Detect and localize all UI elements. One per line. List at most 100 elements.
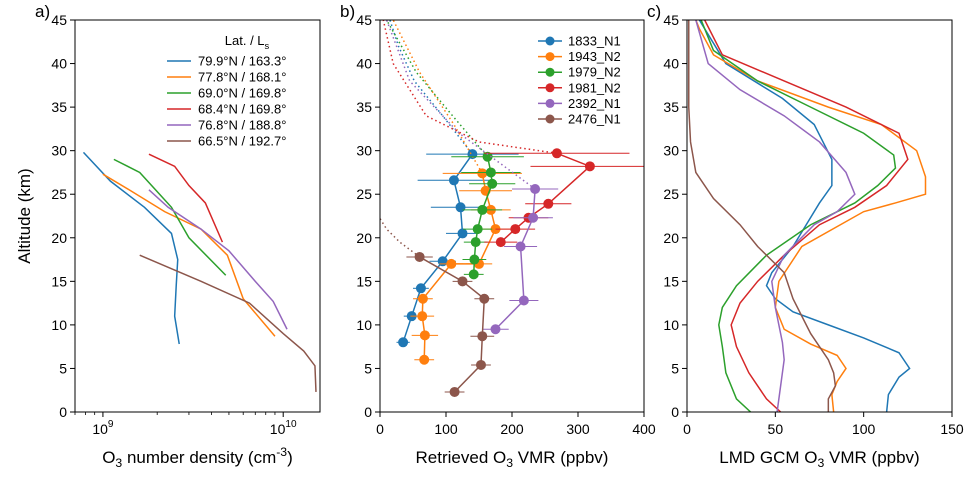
y-tick-label: 40 <box>663 56 679 72</box>
y-tick-label: 0 <box>671 404 679 420</box>
series-line <box>148 189 288 330</box>
data-point <box>415 283 426 294</box>
series-line <box>421 173 497 360</box>
legend-label: 66.5°N / 192.7° <box>198 134 286 149</box>
legend-label: 68.4°N / 169.8° <box>198 102 286 117</box>
data-point <box>510 224 521 235</box>
plot-area <box>688 20 927 412</box>
data-point <box>482 151 493 162</box>
y-tick-label: 20 <box>663 230 679 246</box>
y-tick-label: 5 <box>671 360 679 376</box>
data-point <box>472 224 483 235</box>
x-axis-label: LMD GCM O3 VMR (ppbv) <box>719 448 919 470</box>
y-tick-label: 40 <box>51 56 67 72</box>
y-tick-label: 25 <box>663 186 679 202</box>
legend-label: 79.9°N / 163.3° <box>198 54 286 69</box>
series-line <box>688 20 837 412</box>
y-tick-label: 25 <box>51 186 67 202</box>
data-point <box>457 228 468 239</box>
data-point <box>417 311 428 322</box>
series-extension-line <box>385 20 536 190</box>
y-tick-label: 45 <box>356 12 372 28</box>
plot-area <box>82 151 317 392</box>
y-tick-label: 35 <box>356 99 372 115</box>
series-line <box>148 153 224 243</box>
data-point <box>477 204 488 215</box>
series-line <box>113 158 227 276</box>
data-point <box>543 198 554 209</box>
data-point <box>417 293 428 304</box>
legend-marker <box>545 114 555 124</box>
series-line <box>102 173 276 337</box>
data-point <box>457 276 468 287</box>
y-tick-label: 5 <box>364 360 372 376</box>
y-tick-label: 40 <box>356 56 372 72</box>
data-point <box>515 241 526 252</box>
x-tick-label: 400 <box>632 421 656 437</box>
data-point <box>495 237 506 248</box>
data-point <box>551 148 562 159</box>
data-point <box>470 237 481 248</box>
x-tick-label: 150 <box>940 421 964 437</box>
series-line <box>698 20 911 412</box>
series-extension-line <box>380 218 421 258</box>
x-tick-label: 0 <box>376 421 384 437</box>
y-tick-label: 30 <box>356 143 372 159</box>
panel-label: a) <box>35 2 50 21</box>
series-line <box>695 20 856 412</box>
legend-label: 77.8°N / 168.1° <box>198 70 286 85</box>
legend-label: 76.8°N / 188.8° <box>198 118 286 133</box>
axes-frame <box>379 19 645 413</box>
y-tick-label: 10 <box>663 317 679 333</box>
x-tick-label: 300 <box>566 421 590 437</box>
data-point <box>584 161 595 172</box>
y-tick-label: 0 <box>59 404 67 420</box>
legend-marker <box>545 83 555 93</box>
legend-label: 1979_N2 <box>568 65 621 80</box>
x-tick-label: 100 <box>852 421 876 437</box>
x-tick-label: 109 <box>92 419 114 437</box>
data-point <box>477 331 488 342</box>
panel-label: c) <box>647 2 661 21</box>
plot-area <box>380 20 644 397</box>
data-point <box>398 337 409 348</box>
data-point <box>479 293 490 304</box>
panel-c-chart: 0 5 10 15 20 25 30 35 40 45 0 50 100 150 c) LMD GCM O3 … <box>647 2 964 470</box>
data-point <box>469 254 480 265</box>
data-point <box>437 256 448 267</box>
x-tick-label: 200 <box>500 421 524 437</box>
data-point <box>468 269 479 280</box>
axes-frame <box>686 19 953 413</box>
legend-marker <box>545 67 555 77</box>
data-point <box>419 354 430 365</box>
data-point <box>449 386 460 397</box>
legend-label: 2476_N1 <box>568 112 621 127</box>
data-point <box>477 168 488 179</box>
legend-label: 1981_N2 <box>568 80 621 95</box>
y-tick-label: 20 <box>356 230 372 246</box>
y-tick-label: 15 <box>663 273 679 289</box>
y-tick-label: 30 <box>51 143 67 159</box>
y-tick-label: 35 <box>663 99 679 115</box>
axes-frame <box>74 19 321 413</box>
x-axis-label: O3 number density (cm-3) <box>102 445 293 470</box>
x-tick-label: 1010 <box>270 419 297 437</box>
series-line <box>82 151 180 345</box>
legend-marker <box>545 52 555 62</box>
y-tick-label: 10 <box>356 317 372 333</box>
legend-label: 2392_N1 <box>568 96 621 111</box>
x-tick-label: 50 <box>768 421 784 437</box>
legend-title: Lat. / Ls <box>225 33 270 51</box>
data-point <box>446 258 457 269</box>
panel-b-chart: 0 5 10 15 20 25 30 35 40 45 0 100 200 300 400 b) Retriev… <box>340 2 656 470</box>
x-tick-label: 0 <box>683 421 691 437</box>
data-point <box>487 178 498 189</box>
data-point <box>419 330 430 341</box>
legend-label: 1943_N2 <box>568 49 621 64</box>
series-line <box>695 20 927 412</box>
y-tick-label: 15 <box>356 273 372 289</box>
series-extension-line <box>385 20 489 158</box>
series-line <box>703 20 909 412</box>
x-tick-label: 100 <box>434 421 458 437</box>
